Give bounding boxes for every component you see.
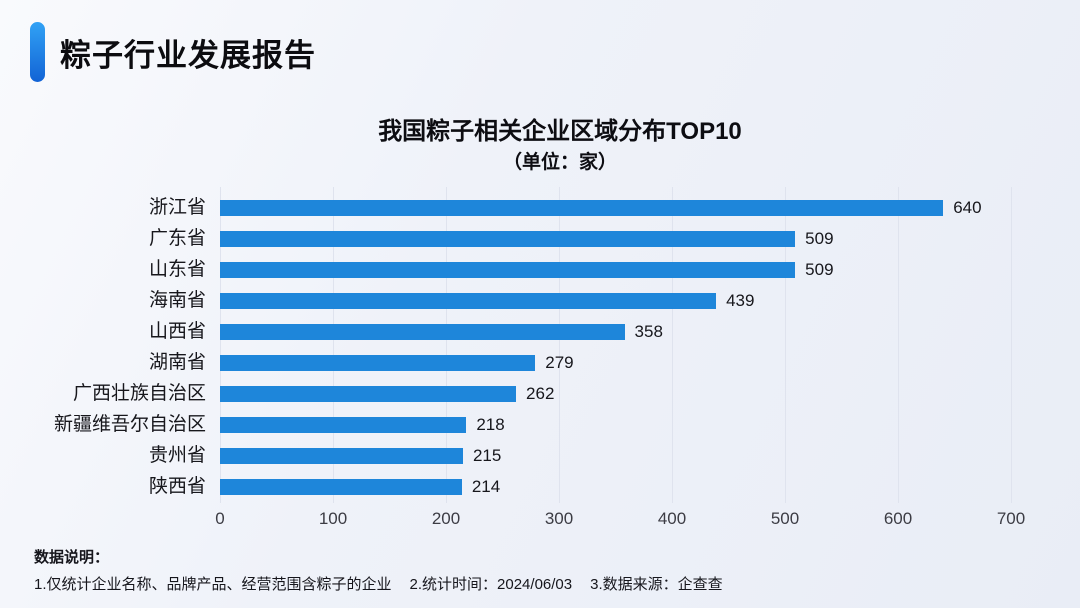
value-label: 358 bbox=[634, 321, 663, 341]
category-label: 广东省 bbox=[148, 227, 206, 249]
chart-titles: 我国粽子相关企业区域分布TOP10 （单位：家） bbox=[100, 118, 1020, 175]
category-label: 浙江省 bbox=[148, 196, 206, 218]
category-label: 贵州省 bbox=[148, 444, 206, 466]
x-axis-tick-label: 100 bbox=[318, 509, 348, 528]
footer-note-3: 3.数据来源：企查查 bbox=[590, 576, 723, 593]
value-label: 439 bbox=[726, 290, 755, 310]
x-axis-tick-label: 400 bbox=[657, 509, 687, 528]
x-axis-tick-label: 700 bbox=[996, 509, 1026, 528]
value-label: 509 bbox=[805, 259, 834, 279]
footer-heading: 数据说明： bbox=[34, 549, 110, 566]
gridline bbox=[333, 187, 334, 503]
category-label: 海南省 bbox=[148, 289, 206, 311]
x-axis-tick-label: 200 bbox=[431, 509, 461, 528]
chart-title: 我国粽子相关企业区域分布TOP10 bbox=[378, 118, 742, 145]
report-header: 粽子行业发展报告 bbox=[30, 22, 316, 82]
bar bbox=[220, 416, 467, 433]
gridline bbox=[785, 187, 786, 503]
category-label: 山东省 bbox=[148, 258, 206, 280]
category-label: 湖南省 bbox=[148, 351, 206, 373]
bar bbox=[220, 230, 796, 247]
bar bbox=[220, 354, 536, 371]
bar bbox=[220, 323, 625, 340]
x-axis-tick-label: 300 bbox=[544, 509, 574, 528]
footer-notes: 1.仅统计企业名称、品牌产品、经营范围含粽子的企业 2.统计时间：2024/06… bbox=[34, 573, 723, 594]
bar bbox=[220, 385, 517, 402]
value-label: 279 bbox=[545, 352, 574, 372]
bar bbox=[220, 199, 944, 216]
bar bbox=[220, 478, 462, 495]
category-label: 新疆维吾尔自治区 bbox=[53, 413, 206, 435]
gridline bbox=[1011, 187, 1012, 503]
value-label: 215 bbox=[472, 445, 502, 465]
x-axis-tick-label: 500 bbox=[770, 509, 800, 528]
gridline bbox=[898, 187, 899, 503]
page-title: 粽子行业发展报告 bbox=[60, 37, 316, 73]
gridline bbox=[672, 187, 673, 503]
value-label: 509 bbox=[805, 228, 834, 248]
bar bbox=[220, 292, 717, 309]
chart-unit-label: （单位：家） bbox=[502, 152, 617, 173]
gridline bbox=[559, 187, 560, 503]
category-label: 陕西省 bbox=[148, 475, 206, 497]
value-label: 640 bbox=[953, 197, 982, 217]
bar bbox=[220, 261, 796, 278]
footer-note-2: 2.统计时间：2024/06/03 bbox=[409, 576, 573, 593]
value-label: 262 bbox=[526, 383, 555, 403]
gridline bbox=[220, 187, 221, 503]
title-accent-bar bbox=[30, 22, 45, 82]
gridline bbox=[446, 187, 447, 503]
bar bbox=[220, 447, 463, 464]
x-axis-tick-label: 600 bbox=[883, 509, 913, 528]
x-axis-tick-label: 0 bbox=[215, 509, 225, 528]
value-label: 214 bbox=[471, 476, 501, 496]
category-label: 山西省 bbox=[148, 320, 206, 342]
value-label: 218 bbox=[476, 414, 505, 434]
footer-note-1: 1.仅统计企业名称、品牌产品、经营范围含粽子的企业 bbox=[34, 576, 392, 593]
category-label: 广西壮族自治区 bbox=[72, 382, 206, 404]
